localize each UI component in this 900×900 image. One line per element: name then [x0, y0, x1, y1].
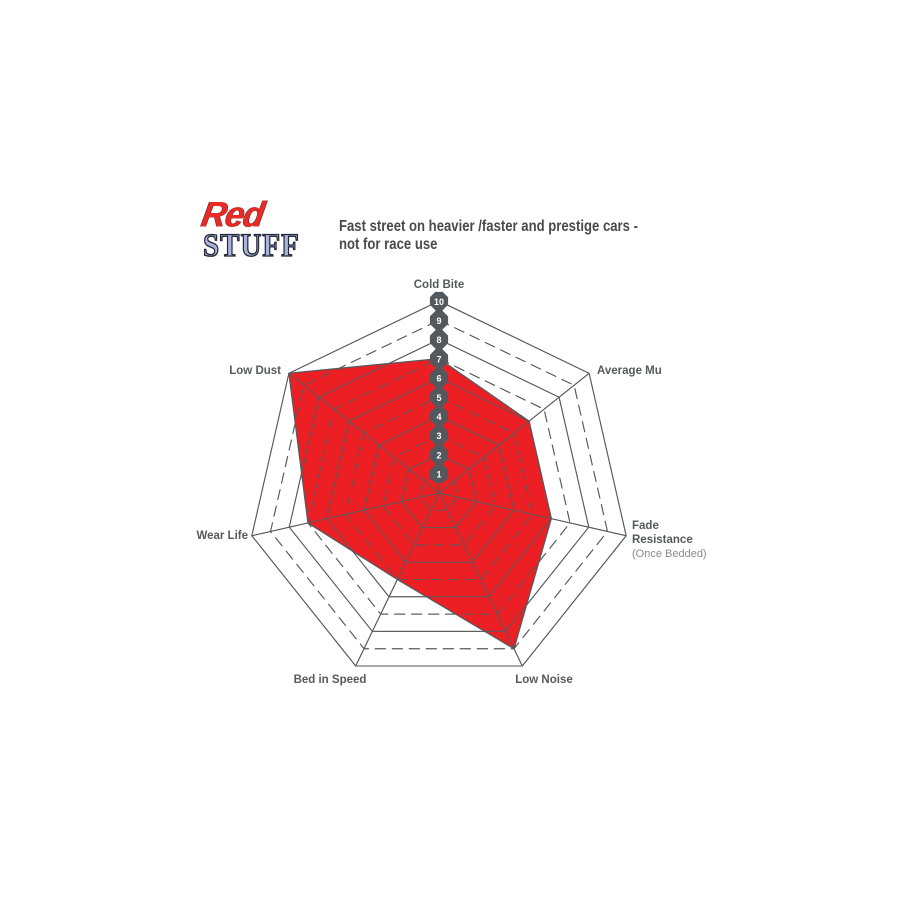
svg-text:5: 5 — [436, 393, 441, 403]
svg-text:2: 2 — [436, 450, 441, 460]
svg-text:9: 9 — [436, 316, 441, 326]
svg-text:3: 3 — [436, 431, 441, 441]
svg-text:8: 8 — [436, 335, 441, 345]
svg-text:Resistance: Resistance — [632, 534, 693, 546]
svg-text:6: 6 — [436, 374, 441, 384]
svg-text:Fade: Fade — [632, 520, 659, 532]
svg-text:Wear Life: Wear Life — [196, 530, 248, 542]
svg-text:Cold Bite: Cold Bite — [414, 279, 464, 291]
svg-text:Bed in Speed: Bed in Speed — [294, 674, 367, 686]
svg-text:1: 1 — [436, 470, 441, 480]
svg-text:Low Dust: Low Dust — [229, 365, 281, 377]
svg-text:4: 4 — [436, 412, 441, 422]
svg-text:Average Mu: Average Mu — [597, 365, 662, 377]
svg-text:(Once Bedded): (Once Bedded) — [632, 548, 707, 560]
svg-text:Low Noise: Low Noise — [515, 674, 573, 686]
svg-text:7: 7 — [436, 354, 441, 364]
svg-text:10: 10 — [434, 297, 444, 307]
